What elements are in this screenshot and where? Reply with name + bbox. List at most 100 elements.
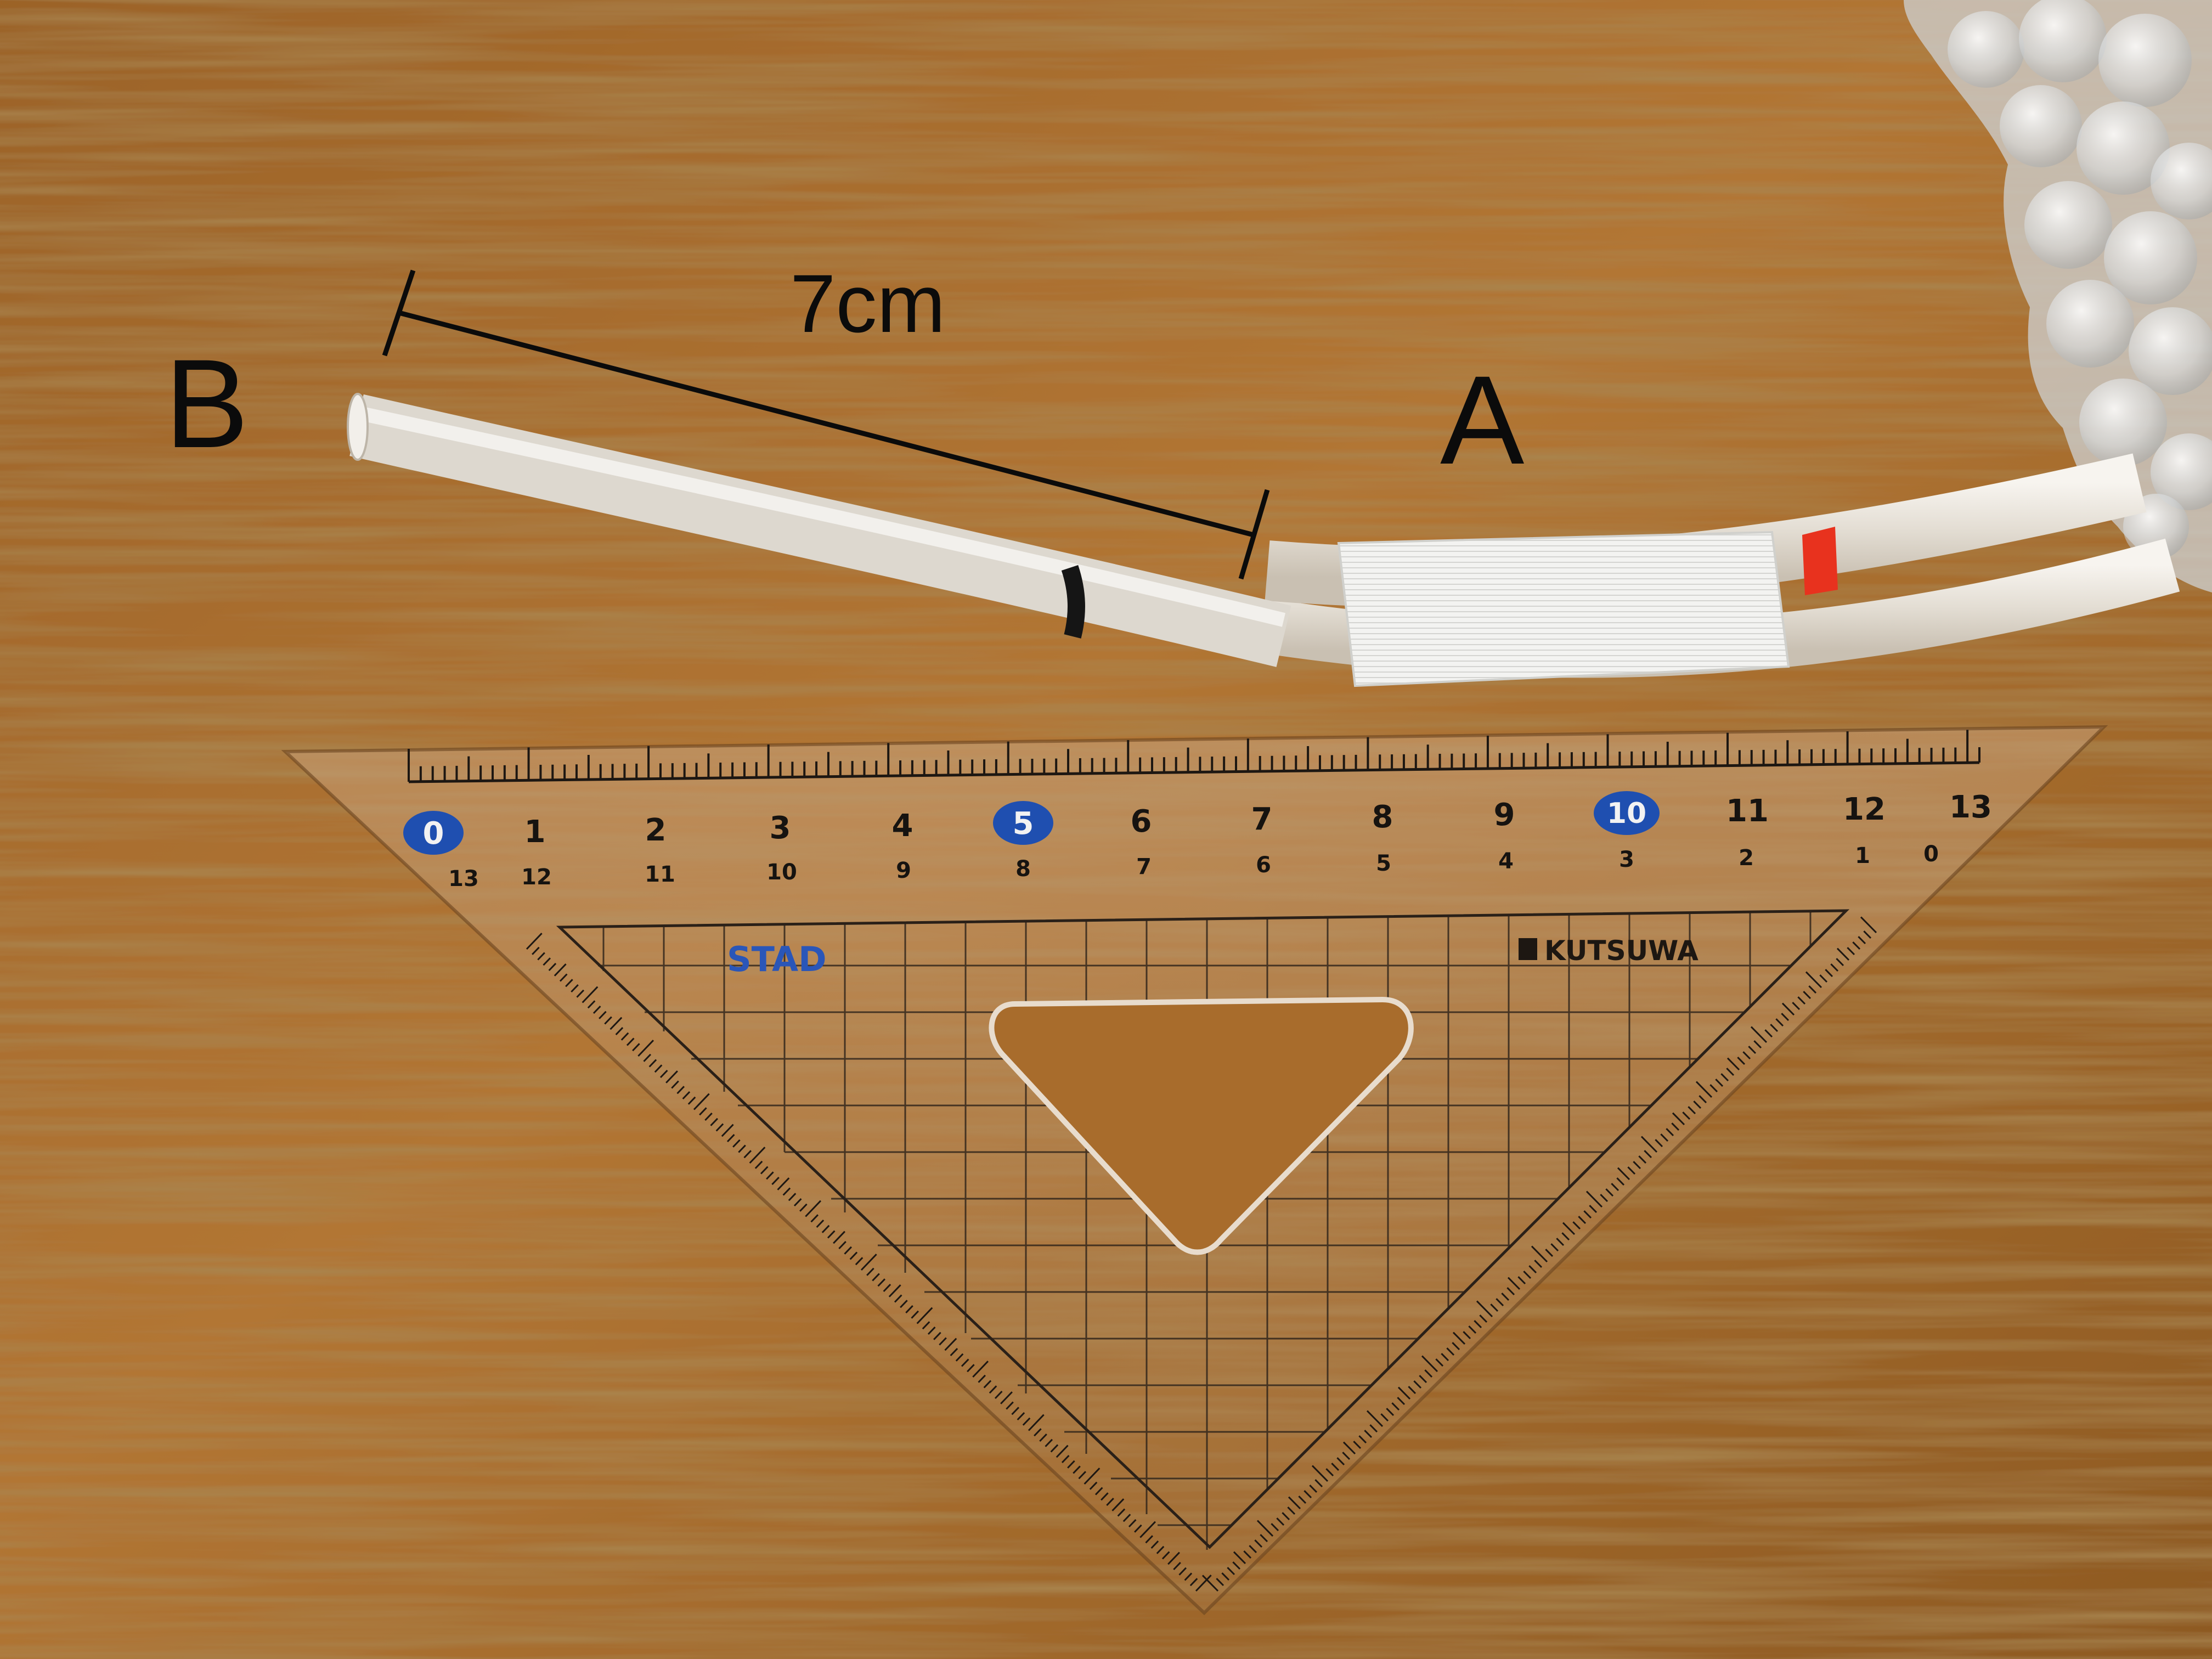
- ruler-diagonal-tick: [1695, 1081, 1713, 1098]
- measurement-tick-left: [382, 269, 416, 357]
- bubble-wrap: [1904, 0, 2212, 592]
- ruler-diagonal-tick: [1232, 1561, 1241, 1570]
- ruler-diagonal-tick: [1672, 1112, 1685, 1126]
- ruler-diagonal-tick: [1184, 1572, 1193, 1581]
- measurement-line: [398, 310, 1255, 538]
- ruler-top-number: 3: [770, 810, 791, 846]
- ruler-diagonal-tick: [554, 963, 567, 977]
- ruler-diagonal-tick: [749, 1147, 766, 1164]
- ruler-diagonal-tick: [1094, 1487, 1103, 1496]
- ruler-diagonal-tick: [1825, 969, 1833, 978]
- ruler-diagonal-tick: [1309, 1485, 1318, 1493]
- ruler-diagonal-tick: [1693, 1101, 1702, 1109]
- ruler-diagonal-tick: [1463, 1331, 1471, 1340]
- ruler-diagonal-tick: [1819, 974, 1828, 983]
- ruler-diagonal-tick: [1106, 1498, 1114, 1506]
- ruler-diagonal-tick: [838, 1241, 847, 1250]
- ruler-diagonal-tick: [1173, 1562, 1181, 1571]
- ruler-diagonal-tick: [1050, 1444, 1059, 1453]
- ruler-diagonal-tick: [710, 1118, 719, 1126]
- ruler-brand-stad: STAD: [727, 939, 827, 979]
- ruler-diagonal-tick: [1860, 916, 1877, 934]
- ruler-diagonal-tick: [1534, 1260, 1543, 1268]
- ruler-diagonal-tick: [1314, 1479, 1323, 1488]
- ruler-diagonal-tick: [1764, 1029, 1773, 1038]
- ruler-diagonal-tick: [754, 1160, 763, 1169]
- ruler-diagonal-tick: [1304, 1490, 1312, 1499]
- ruler-diagonal-tick: [1413, 1380, 1422, 1389]
- ruler-diagonal-tick: [1353, 1441, 1362, 1449]
- ruler-diagonal-tick: [1195, 1575, 1212, 1592]
- ruler-diagonal-tick: [1421, 1355, 1438, 1373]
- ruler-diagonal-tick: [1260, 1534, 1268, 1543]
- ruler-diagonal-tick: [721, 1124, 734, 1137]
- ruler-diagonal-tick: [1243, 1550, 1252, 1559]
- ruler-diagonal-tick: [1364, 1430, 1373, 1438]
- ruler-top-number: 5: [1013, 806, 1034, 842]
- ruler-diagonal-tick: [1583, 1210, 1592, 1219]
- ruler-diagonal-tick: [1561, 1232, 1570, 1241]
- ruler-diagonal-tick: [1808, 985, 1817, 994]
- ruler-badge-0: [403, 811, 464, 855]
- ruler-diagonal-tick: [1750, 1026, 1768, 1043]
- ruler-diagonal-tick: [961, 1358, 969, 1367]
- ruler-diagonal-tick: [1671, 1122, 1680, 1131]
- ruler-diagonal-tick: [1528, 1265, 1537, 1274]
- ruler-diagonal-tick: [793, 1198, 802, 1207]
- ruler-diagonal-tick: [888, 1284, 901, 1297]
- ruler-diagonal-tick: [1797, 996, 1806, 1005]
- ruler-bottom-numbers: 13 12 11 10 9 8 7 6 5 4 3 2 1 0: [448, 842, 1939, 891]
- ruler-diagonal-tick: [1201, 1575, 1219, 1592]
- ruler-diagonal-tick: [1863, 930, 1872, 939]
- ruler-diagonal-tick: [1139, 1521, 1156, 1538]
- ruler-top-number: 13: [1949, 789, 1992, 825]
- ruler-diagonal-tick: [671, 1080, 679, 1089]
- ruler-diagonal-tick: [676, 1086, 685, 1094]
- ruler-diagonal-tick: [1034, 1428, 1042, 1437]
- ruler-diagonal-tick: [620, 1032, 629, 1041]
- ruler-top-number: 9: [1494, 797, 1515, 833]
- ruler-diagonal-tick: [1644, 1150, 1652, 1159]
- ruler-diagonal-tick: [699, 1107, 707, 1116]
- tube-assembly: [347, 393, 2180, 687]
- ruler-diagonal-tick: [1858, 936, 1866, 945]
- ruler-diagonal-tick: [1233, 1551, 1246, 1565]
- ruler-diagonal-tick: [1011, 1407, 1020, 1415]
- ruler-diagonal-tick: [1435, 1358, 1444, 1367]
- ruler-diagonal-tick: [559, 973, 568, 982]
- ruler-diagonal-tick: [1122, 1514, 1131, 1522]
- ruler-top-number: 8: [1372, 799, 1393, 835]
- ruler-diagonal-tick: [799, 1203, 808, 1212]
- ruler-bottom-number: 8: [1015, 856, 1031, 882]
- ruler-diagonal-tick: [1836, 947, 1850, 961]
- ruler-diagonal-tick: [599, 1011, 607, 1019]
- ruler-diagonal-tick: [1022, 1417, 1031, 1426]
- ruler-diagonal-tick: [1156, 1545, 1165, 1554]
- ruler-diagonal-tick: [1221, 1572, 1230, 1581]
- ruler-diagonal-tick: [1501, 1293, 1510, 1301]
- ruler-diagonal-tick: [1638, 1155, 1647, 1164]
- ruler-diagonal-tick: [548, 963, 557, 972]
- ruler-diagonal-tick: [1336, 1457, 1345, 1466]
- ruler-diagonal-tick: [1039, 1434, 1047, 1442]
- ruler-diagonal-tick: [883, 1284, 891, 1293]
- ruler-diagonal-tick: [659, 1070, 668, 1079]
- tube-b-end: [347, 393, 369, 461]
- ruler-diagonal-tick: [1061, 1455, 1070, 1464]
- ruler-diagonal-tick: [582, 986, 599, 1003]
- ruler-diagonal-tick: [1342, 1452, 1351, 1460]
- ruler-diagonal-tick: [1006, 1401, 1014, 1410]
- red-band-mark: [1802, 527, 1838, 595]
- ruler-diagonal-tick: [532, 946, 540, 955]
- ruler-brand-kutsuwa: KUTSUWA: [1544, 935, 1699, 967]
- ruler-diagonal-tick: [877, 1278, 886, 1287]
- ruler-diagonal-tick: [1709, 1084, 1718, 1093]
- ruler-diagonal-tick: [1617, 1167, 1630, 1181]
- ruler-diagonal-ticks: [526, 916, 1877, 1592]
- ruler-diagonal-tick: [978, 1374, 986, 1383]
- ruler-diagonal-tick: [1045, 1438, 1053, 1447]
- ruler-diagonal-tick: [827, 1230, 836, 1239]
- mesh-wrap: [1337, 531, 1790, 687]
- ruler-bottom-number: 9: [896, 858, 911, 883]
- ruler-diagonal-tick: [922, 1321, 930, 1330]
